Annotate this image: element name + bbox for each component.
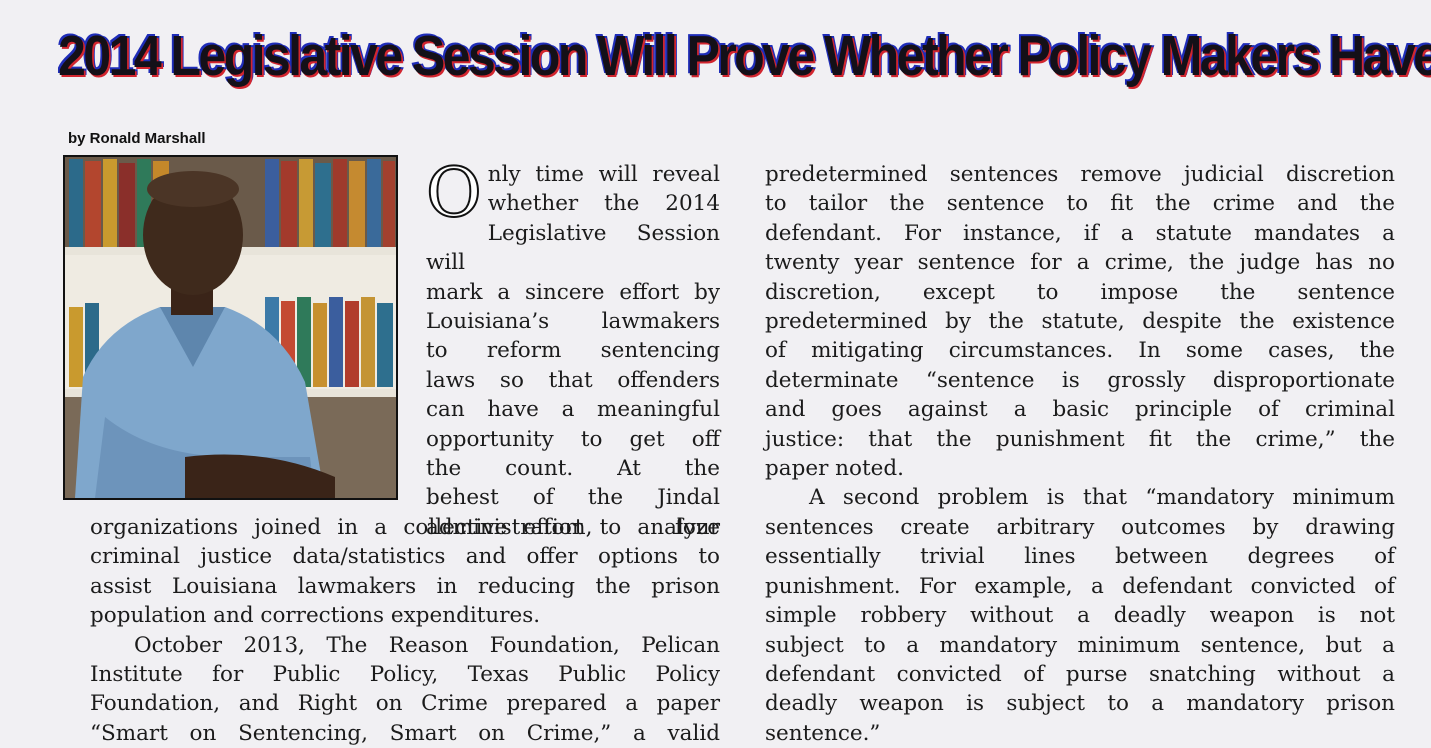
text-line: criminal justice data/statistics and off…	[90, 544, 720, 570]
text-line: of mitigating circumstances. In some cas…	[765, 338, 1395, 364]
text-line: essentially trivial lines between degree…	[765, 544, 1395, 570]
text-line: laws so that offenders	[426, 367, 720, 393]
text-line: A second problem is that “mandatory mini…	[809, 485, 1395, 511]
text-line: paper noted.	[765, 456, 904, 482]
text-line: simple robbery without a deadly weapon i…	[765, 603, 1395, 629]
text-line: subject to a mandatory minimum sentence,…	[765, 632, 1395, 658]
text-line: the count. At the	[426, 456, 720, 482]
author-photo	[63, 155, 398, 500]
text-line: Institute for Public Policy, Texas Publi…	[90, 662, 720, 688]
text-line: sentence.”	[765, 720, 881, 746]
text-line: to tailor the sentence to fit the crime …	[765, 191, 1395, 217]
text-line: Legislative Session will	[426, 220, 720, 276]
text-line: opportunity to get off	[426, 426, 720, 452]
text-line: October 2013, The Reason Foundation, Pel…	[134, 632, 720, 658]
text-line: twenty year sentence for a crime, the ju…	[765, 250, 1395, 276]
text-line: whether the 2014	[487, 191, 720, 217]
text-line: can have a meaningful	[426, 397, 720, 423]
text-line: deadly weapon is subject to a mandatory …	[765, 691, 1395, 717]
text-line: punishment. For example, a defendant con…	[765, 573, 1395, 599]
text-line: assist Louisiana lawmakers in reducing t…	[90, 573, 720, 599]
text-line: administration, four	[426, 514, 720, 540]
text-line: justice: that the punishment fit the cri…	[765, 426, 1395, 452]
text-line: “Smart on Sentencing, Smart on Crime,” a…	[90, 720, 720, 746]
text-line: discretion, except to impose the sentenc…	[765, 279, 1395, 305]
text-line: defendant convicted of purse snatching w…	[765, 661, 1395, 687]
text-line: Foundation, and Right on Crime prepared …	[90, 691, 720, 717]
text-line: determinate “sentence is grossly disprop…	[765, 367, 1395, 393]
column-1-full: organizations joined in a collective eff…	[90, 513, 720, 748]
text-line: and goes against a basic principle of cr…	[765, 397, 1395, 423]
text-line: behest of the Jindal	[426, 485, 720, 511]
byline: by Ronald Marshall	[68, 130, 206, 147]
article-headline: 2014 Legislative Session Will Prove Whet…	[58, 24, 1431, 88]
text-line: to reform sentencing	[426, 338, 720, 364]
text-line: predetermined by the statute, despite th…	[765, 309, 1395, 335]
drop-cap: O	[425, 154, 483, 233]
text-line: nly time will reveal	[487, 162, 720, 187]
column-1-wrap: O nly time will reveal whether the 2014 …	[425, 154, 720, 542]
column-2: predetermined sentences remove judicial …	[765, 160, 1395, 748]
text-line: Louisiana’s lawmakers	[426, 309, 720, 335]
text-line: organizations joined in a collective eff…	[90, 515, 720, 540]
text-line: sentences create arbitrary outcomes by d…	[765, 514, 1395, 540]
text-line: mark a sincere effort by	[426, 279, 720, 305]
text-line: population and corrections expenditures.	[90, 603, 541, 629]
text-line: defendant. For instance, if a statute ma…	[765, 220, 1395, 246]
text-line: predetermined sentences remove judicial …	[765, 162, 1395, 187]
